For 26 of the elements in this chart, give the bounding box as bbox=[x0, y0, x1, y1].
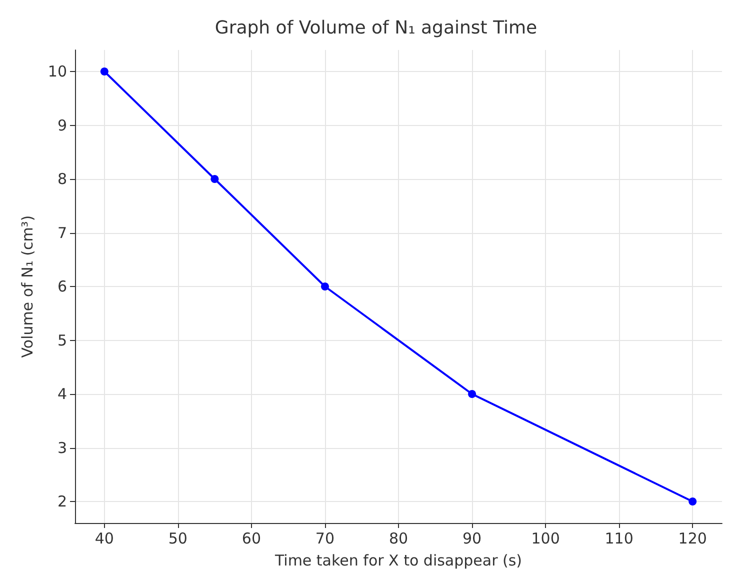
y-tick-label: 2 bbox=[57, 492, 67, 510]
x-tick-label: 120 bbox=[678, 530, 707, 548]
x-tick-label: 60 bbox=[242, 530, 261, 548]
point bbox=[100, 68, 108, 76]
x-tick-label: 70 bbox=[315, 530, 335, 548]
x-tick-label: 100 bbox=[531, 530, 560, 548]
y-axis-title: Volume of N₁ (cm³) bbox=[18, 215, 36, 358]
x-tick-label: 80 bbox=[388, 530, 408, 548]
x-tick-label: 90 bbox=[462, 530, 482, 548]
y-tick-label: 8 bbox=[57, 170, 67, 188]
x-tick-label: 40 bbox=[94, 530, 114, 548]
x-axis-title: Time taken for X to disappear (s) bbox=[274, 552, 522, 570]
point bbox=[468, 390, 476, 398]
point bbox=[688, 498, 697, 506]
y-tick-label: 10 bbox=[48, 62, 67, 80]
x-tick-label: 110 bbox=[604, 530, 634, 548]
y-tick-label: 4 bbox=[57, 385, 67, 403]
y-tick-label: 9 bbox=[57, 116, 67, 134]
y-tick-label: 5 bbox=[57, 331, 67, 350]
point bbox=[320, 282, 329, 290]
y-tick-label: 3 bbox=[57, 438, 67, 457]
x-tick-label: 50 bbox=[168, 530, 188, 548]
y-tick-label: 6 bbox=[57, 278, 67, 296]
chart-title: Graph of Volume of N₁ against Time bbox=[214, 18, 538, 38]
y-tick-label: 7 bbox=[57, 224, 67, 242]
point bbox=[210, 175, 219, 183]
